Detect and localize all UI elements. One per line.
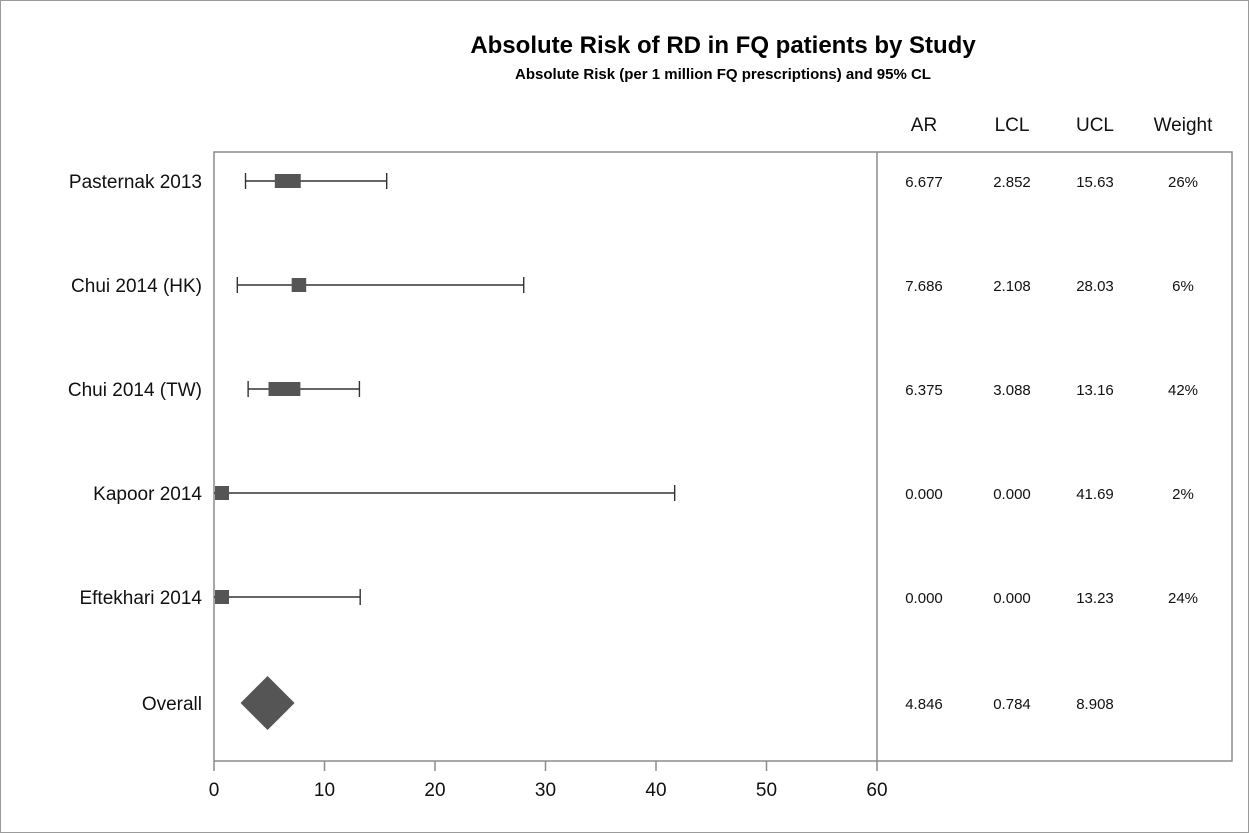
- study-label: Kapoor 2014: [93, 484, 202, 505]
- lcl-value: 0.000: [993, 486, 1031, 503]
- point-estimate-square: [268, 382, 301, 396]
- point-estimate-square: [291, 278, 307, 292]
- weight-value: 26%: [1168, 174, 1198, 191]
- column-header-ucl: UCL: [1076, 115, 1114, 136]
- overall-lcl-value: 0.784: [993, 696, 1031, 713]
- point-estimate-square: [215, 590, 229, 604]
- chart-subtitle: Absolute Risk (per 1 million FQ prescrip…: [515, 66, 931, 83]
- overall-diamond: [240, 676, 295, 730]
- chart-title: Absolute Risk of RD in FQ patients by St…: [470, 32, 976, 59]
- point-estimate-square: [215, 486, 229, 500]
- x-tick-label: 0: [209, 780, 220, 801]
- overall-ar-value: 4.846: [905, 696, 943, 713]
- ar-value: 6.375: [905, 382, 943, 399]
- plot-area-border: [213, 151, 1233, 762]
- ucl-value: 13.16: [1076, 382, 1114, 399]
- x-tick-label: 30: [535, 780, 556, 801]
- point-estimate-square: [274, 174, 301, 188]
- ar-value: 7.686: [905, 278, 943, 295]
- column-header-ar: AR: [911, 115, 937, 136]
- x-tick-label: 50: [756, 780, 777, 801]
- weight-value: 2%: [1172, 486, 1194, 503]
- ar-value: 0.000: [905, 590, 943, 607]
- x-tick-label: 40: [645, 780, 666, 801]
- column-header-weight: Weight: [1154, 115, 1214, 136]
- ucl-value: 13.23: [1076, 590, 1114, 607]
- ar-value: 6.677: [905, 174, 943, 191]
- overall-ucl-value: 8.908: [1076, 696, 1114, 713]
- study-label: Pasternak 2013: [69, 172, 202, 193]
- plot-marks: Pasternak 2013 6.677 2.852 15.63 26% Chui 201…: [68, 172, 1198, 730]
- weight-value: 24%: [1168, 590, 1198, 607]
- ucl-value: 41.69: [1076, 486, 1114, 503]
- x-tick-label: 60: [866, 780, 887, 801]
- x-tick-label: 20: [424, 780, 445, 801]
- weight-value: 6%: [1172, 278, 1194, 295]
- ucl-value: 28.03: [1076, 278, 1114, 295]
- ucl-value: 15.63: [1076, 174, 1114, 191]
- weight-value: 42%: [1168, 382, 1198, 399]
- lcl-value: 0.000: [993, 590, 1031, 607]
- study-label: Chui 2014 (HK): [71, 276, 202, 297]
- x-axis: 0 10 20 30 40 50 60: [209, 761, 888, 801]
- lcl-value: 3.088: [993, 382, 1031, 399]
- lcl-value: 2.852: [993, 174, 1031, 191]
- overall-label: Overall: [142, 694, 202, 715]
- study-label: Chui 2014 (TW): [68, 380, 202, 401]
- study-label: Eftekhari 2014: [79, 588, 202, 609]
- lcl-value: 2.108: [993, 278, 1031, 295]
- ar-value: 0.000: [905, 486, 943, 503]
- x-tick-label: 10: [314, 780, 335, 801]
- column-header-lcl: LCL: [995, 115, 1030, 136]
